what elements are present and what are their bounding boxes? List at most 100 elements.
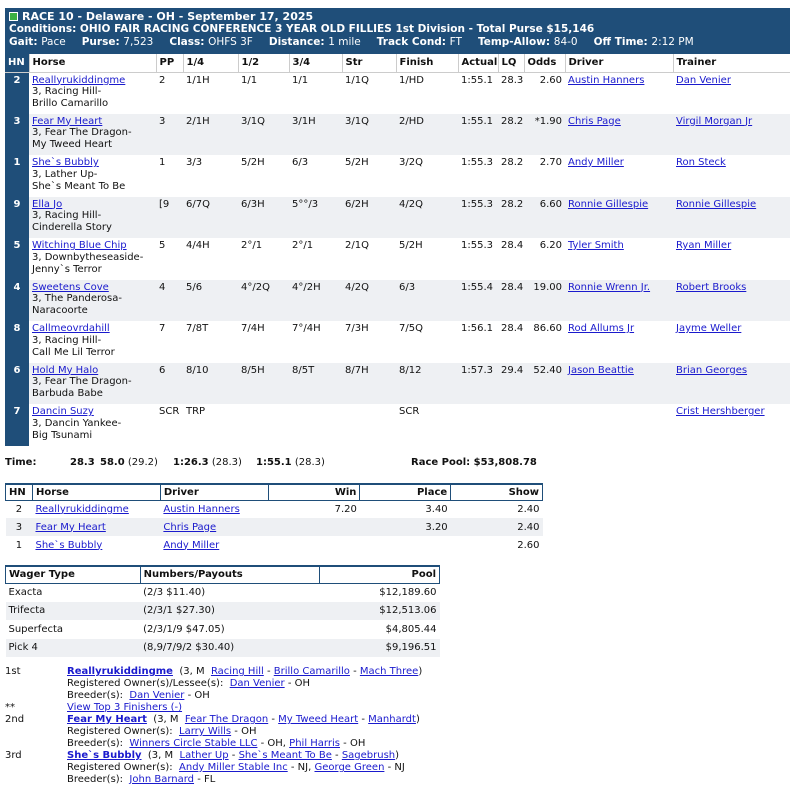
trainer-cell: Ryan Miller bbox=[673, 238, 790, 280]
breeder-link[interactable]: Winners Circle Stable LLC bbox=[129, 738, 258, 749]
horse-link[interactable]: Sweetens Cove bbox=[32, 281, 109, 293]
lq-cell: 28.2 bbox=[501, 157, 524, 168]
payout-hn: 3 bbox=[5, 518, 33, 536]
horse-breeding-line2: Call Me Lil Terror bbox=[32, 346, 115, 358]
driver-link[interactable]: Chris Page bbox=[568, 115, 621, 127]
payout-win: 7.20 bbox=[334, 503, 357, 515]
finish-cell: 6/3 bbox=[396, 279, 458, 321]
str-cell: 5/2H bbox=[345, 157, 369, 168]
wager-numbers: (8,9/7/9/2 $30.40) bbox=[140, 638, 320, 657]
driver-cell: Jason Beattie bbox=[565, 362, 673, 404]
payout-driver: Austin Hanners bbox=[160, 500, 268, 518]
odds-cell: 2.70 bbox=[539, 157, 562, 168]
horse-link[interactable]: Fear My Heart bbox=[32, 115, 103, 127]
race-pool: Race Pool: $53,808.78 bbox=[411, 457, 537, 468]
sire-link[interactable]: Lather Up bbox=[179, 750, 229, 761]
owner-link[interactable]: Dan Venier bbox=[229, 678, 285, 689]
col-odds: Odds bbox=[524, 54, 566, 73]
horse-cell: She`s Bubbly 3, Lather Up- She`s Meant To … bbox=[29, 155, 156, 197]
hn-cell: 4 bbox=[5, 279, 29, 321]
trainer-link[interactable]: Dan Venier bbox=[676, 74, 731, 86]
breeder2-link[interactable]: Phil Harris bbox=[289, 738, 340, 749]
trainer-link[interactable]: Jayme Weller bbox=[676, 323, 742, 334]
pp-cell: 4 bbox=[156, 279, 183, 321]
q2-cell: 8/5H bbox=[238, 362, 289, 404]
col-horse: Horse bbox=[29, 54, 157, 73]
trainer-link[interactable]: Ryan Miller bbox=[676, 240, 732, 251]
breeder-link[interactable]: Dan Venier bbox=[129, 690, 185, 701]
damsire-link[interactable]: Manhardt bbox=[368, 714, 416, 725]
sire-link[interactable]: Racing Hill bbox=[210, 666, 264, 677]
odds-cell: 86.60 bbox=[533, 323, 562, 334]
driver-link[interactable]: Jason Beattie bbox=[568, 364, 634, 376]
fractional-times: Time: 28.3 58.0 (29.2) 1:26.3 (28.3) 1:5… bbox=[5, 457, 325, 468]
dam-link[interactable]: She`s Meant To Be bbox=[238, 750, 332, 761]
horse-link[interactable]: Hold My Halo bbox=[32, 364, 99, 376]
q1-cell: 4/4H bbox=[186, 240, 210, 251]
hn-cell: 6 bbox=[5, 362, 29, 404]
horse-link[interactable]: Ella Jo bbox=[32, 198, 63, 210]
race-status-icon bbox=[9, 12, 18, 21]
driver-link[interactable]: Rod Allums Jr bbox=[568, 323, 635, 334]
driver-cell: Andy Miller bbox=[565, 155, 673, 197]
trainer-cell: Brian Georges bbox=[673, 362, 790, 404]
damsire-link[interactable]: Mach Three bbox=[359, 666, 419, 677]
trainer-link[interactable]: Ron Steck bbox=[676, 157, 726, 168]
owner2-link[interactable]: George Green bbox=[314, 762, 385, 773]
entry-row: 8 Callmeovrdahill 3, Racing Hill- Call Me L… bbox=[5, 321, 790, 363]
str-cell: 4/2Q bbox=[342, 279, 396, 321]
horse-link[interactable]: She`s Bubbly bbox=[32, 157, 99, 168]
horse-link[interactable]: Callmeovrdahill bbox=[32, 323, 110, 334]
horse-link[interactable]: Dancin Suzy bbox=[32, 406, 94, 417]
q2-cell: 5/2H bbox=[241, 157, 265, 168]
driver-link[interactable]: Andy Miller bbox=[163, 539, 220, 551]
col-finish: Finish bbox=[396, 54, 459, 73]
horse-breeding-line2: Barbuda Babe bbox=[32, 388, 103, 400]
horse-breeding-line1: 3, Racing Hill- bbox=[32, 210, 102, 222]
horse-link[interactable]: She`s Bubbly bbox=[35, 539, 103, 551]
finish-cell: 7/5Q bbox=[399, 323, 423, 334]
hn-cell: 3 bbox=[5, 113, 29, 155]
horse-link[interactable]: Fear My Heart bbox=[35, 521, 106, 533]
sire-link[interactable]: Fear The Dragon bbox=[184, 714, 269, 725]
payout-col-driver: Driver bbox=[159, 484, 269, 501]
driver-link[interactable]: Ronnie Wrenn Jr. bbox=[568, 281, 651, 293]
trainer-link[interactable]: Robert Brooks bbox=[676, 281, 747, 293]
driver-link[interactable]: Ronnie Gillespie bbox=[568, 198, 649, 210]
race-details: Gait: Pace Purse: 7,523 Class: OHFS 3F D… bbox=[9, 36, 694, 48]
driver-link[interactable]: Chris Page bbox=[163, 521, 217, 533]
q2-cell: 4°/2Q bbox=[238, 279, 289, 321]
finish-cell: 5/2H bbox=[399, 240, 423, 251]
driver-link[interactable]: Austin Hanners bbox=[568, 74, 645, 86]
wager-type: Pick 4 bbox=[5, 638, 141, 657]
trainer-cell: Robert Brooks bbox=[673, 279, 790, 321]
driver-link[interactable]: Andy Miller bbox=[568, 157, 624, 168]
driver-cell: Chris Page bbox=[565, 113, 673, 155]
breeder-link[interactable]: John Barnard bbox=[129, 774, 195, 785]
horse-link[interactable]: She`s Bubbly bbox=[67, 750, 142, 761]
lq-cell: 28.4 bbox=[498, 279, 524, 321]
horse-link[interactable]: Fear My Heart bbox=[67, 714, 147, 725]
dam-link[interactable]: Brillo Camarillo bbox=[273, 666, 350, 677]
driver-link[interactable]: Tyler Smith bbox=[568, 240, 624, 251]
view-top3-link[interactable]: View Top 3 Finishers (-) bbox=[67, 702, 183, 713]
odds-cell bbox=[524, 404, 565, 446]
dam-link[interactable]: My Tweed Heart bbox=[278, 714, 359, 725]
driver-link[interactable]: Austin Hanners bbox=[163, 503, 240, 515]
horse-link[interactable]: Reallyrukiddingme bbox=[67, 666, 173, 677]
col-str: Str bbox=[342, 54, 397, 73]
horse-link[interactable]: Witching Blue Chip bbox=[32, 240, 127, 251]
str-cell: 3/1Q bbox=[342, 113, 396, 155]
trainer-link[interactable]: Crist Hershberger bbox=[676, 406, 765, 417]
owner-link[interactable]: Larry Wills bbox=[179, 726, 232, 737]
damsire-link[interactable]: Sagebrush bbox=[341, 750, 396, 761]
str-cell bbox=[342, 404, 396, 446]
trainer-link[interactable]: Ronnie Gillespie bbox=[676, 198, 757, 210]
owner-link[interactable]: Andy Miller Stable Inc bbox=[179, 762, 288, 773]
finish-cell: 4/2Q bbox=[396, 196, 458, 238]
horse-link[interactable]: Reallyrukiddingme bbox=[35, 503, 129, 515]
lq-cell bbox=[498, 404, 524, 446]
horse-link[interactable]: Reallyrukiddingme bbox=[32, 74, 126, 86]
trainer-link[interactable]: Virgil Morgan Jr bbox=[676, 115, 753, 127]
trainer-link[interactable]: Brian Georges bbox=[676, 364, 748, 376]
